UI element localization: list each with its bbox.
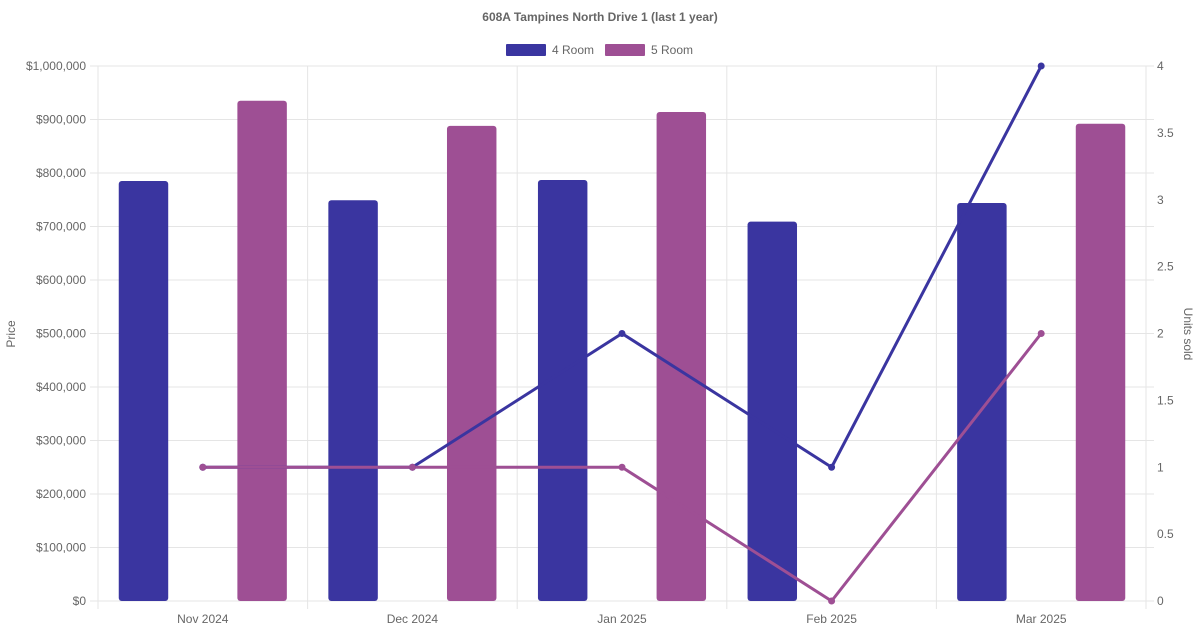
y-right-tick-label: 3 — [1157, 193, 1164, 207]
bar-4-room[interactable] — [537, 179, 588, 601]
y-right-tick-label: 2.5 — [1157, 260, 1174, 274]
x-tick-label: Nov 2024 — [177, 612, 229, 626]
chart-title: 608A Tampines North Drive 1 (last 1 year… — [482, 10, 717, 24]
point-5-room-units[interactable] — [828, 597, 836, 605]
bar-4-room[interactable] — [957, 202, 1007, 601]
bars — [118, 100, 1126, 602]
point-4-room-units[interactable] — [1037, 62, 1045, 70]
legend-item-4-room[interactable]: 4 Room — [506, 43, 594, 57]
bar-5-room[interactable] — [237, 100, 287, 602]
x-tick-label: Dec 2024 — [387, 612, 439, 626]
point-5-room-units[interactable] — [408, 463, 416, 471]
y-left-tick-label: $0 — [73, 594, 87, 608]
point-5-room-units[interactable] — [199, 463, 207, 471]
legend-item-5-room[interactable]: 5 Room — [605, 43, 693, 57]
y-right-tick-label: 2 — [1157, 327, 1164, 341]
y-left-tick-label: $800,000 — [36, 166, 86, 180]
y-left-tick-label: $700,000 — [36, 220, 86, 234]
bar-4-room[interactable] — [118, 181, 169, 601]
y-axis-left-title: Price — [4, 320, 18, 348]
x-tick-label: Mar 2025 — [1016, 612, 1067, 626]
y-right-tick-label: 0 — [1157, 594, 1164, 608]
bar-5-room[interactable] — [656, 112, 707, 601]
x-tick-label: Feb 2025 — [806, 612, 857, 626]
y-left-tick-label: $200,000 — [36, 487, 86, 501]
unit-points — [199, 62, 1045, 605]
legend: 4 Room 5 Room — [506, 43, 693, 57]
y-right-tick-label: 1.5 — [1157, 393, 1174, 407]
bar-4-room[interactable] — [328, 200, 378, 601]
y-left-tick-label: $1,000,000 — [26, 59, 86, 73]
y-right-tick-label: 4 — [1157, 59, 1164, 73]
y-axis-left-ticks: $0 $100,000 $200,000 $300,000 $400,000 $500,0… — [26, 59, 86, 608]
point-4-room-units[interactable] — [618, 330, 626, 337]
legend-swatch-5-room — [605, 44, 645, 56]
x-axis-ticks: Nov 2024 Dec 2024 Jan 2025 Feb 2025 Mar 2025 — [177, 612, 1067, 626]
y-left-tick-label: $400,000 — [36, 380, 86, 394]
point-5-room-units[interactable] — [1037, 330, 1045, 337]
y-left-tick-label: $300,000 — [36, 434, 86, 448]
y-right-tick-label: 1 — [1157, 460, 1164, 474]
y-axis-right-title: Units sold — [1181, 308, 1195, 361]
y-left-tick-label: $100,000 — [36, 541, 86, 555]
y-right-tick-label: 3.5 — [1157, 126, 1174, 140]
legend-swatch-4-room — [506, 44, 546, 56]
y-axis-right-ticks: 0 0.5 1 1.5 2 2.5 3 3.5 4 — [1157, 59, 1174, 608]
y-left-tick-label: $900,000 — [36, 113, 86, 127]
y-right-tick-label: 0.5 — [1157, 527, 1174, 541]
bar-5-room[interactable] — [1075, 123, 1126, 601]
y-left-tick-label: $600,000 — [36, 273, 86, 287]
y-left-tick-label: $500,000 — [36, 327, 86, 341]
legend-label-4-room: 4 Room — [552, 43, 594, 57]
point-5-room-units[interactable] — [618, 463, 626, 471]
bar-5-room[interactable] — [446, 125, 497, 602]
legend-label-5-room: 5 Room — [651, 43, 693, 57]
bar-4-room[interactable] — [747, 221, 798, 601]
x-tick-label: Jan 2025 — [597, 612, 647, 626]
point-4-room-units[interactable] — [828, 463, 836, 471]
